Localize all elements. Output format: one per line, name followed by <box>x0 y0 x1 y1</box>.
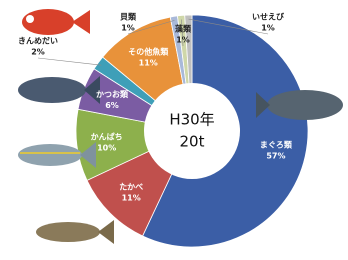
value-label: 11% <box>122 193 141 202</box>
slice-label: きんめだい <box>18 37 58 46</box>
donut-hole <box>144 83 240 179</box>
page: H30年 20t まぐろ類 57% たかべ 11% かんぱち 10% かつお類 6% きんめだい… <box>0 0 348 260</box>
slice-label: かつお類 <box>96 89 129 99</box>
center-text: H30年 <box>169 111 214 129</box>
value-label: 11% <box>139 58 158 67</box>
center-text: 20t <box>180 133 205 151</box>
leader-line <box>38 58 101 65</box>
slice-label: 藻類 <box>175 24 192 34</box>
value-label: 2% <box>31 48 45 57</box>
value-label: 57% <box>266 151 285 160</box>
fish-takabe <box>36 220 114 244</box>
slice-label: いせえび <box>252 12 284 22</box>
value-label: 1% <box>121 24 135 33</box>
value-label: 1% <box>261 24 275 33</box>
value-label: 10% <box>97 143 116 152</box>
slice-label: かんぱち <box>91 131 123 141</box>
value-label: 6% <box>105 101 119 110</box>
slice-label: その他魚類 <box>128 46 169 56</box>
chart: H30年 20t まぐろ類 57% たかべ 11% かんぱち 10% かつお類 6% きんめだい… <box>0 0 348 260</box>
fish-kinmedai <box>22 9 90 35</box>
slice-label: まぐろ類 <box>260 139 293 149</box>
slice-label: たかべ <box>119 181 143 191</box>
slice-label: 貝類 <box>120 12 137 22</box>
value-label: 1% <box>176 36 190 45</box>
